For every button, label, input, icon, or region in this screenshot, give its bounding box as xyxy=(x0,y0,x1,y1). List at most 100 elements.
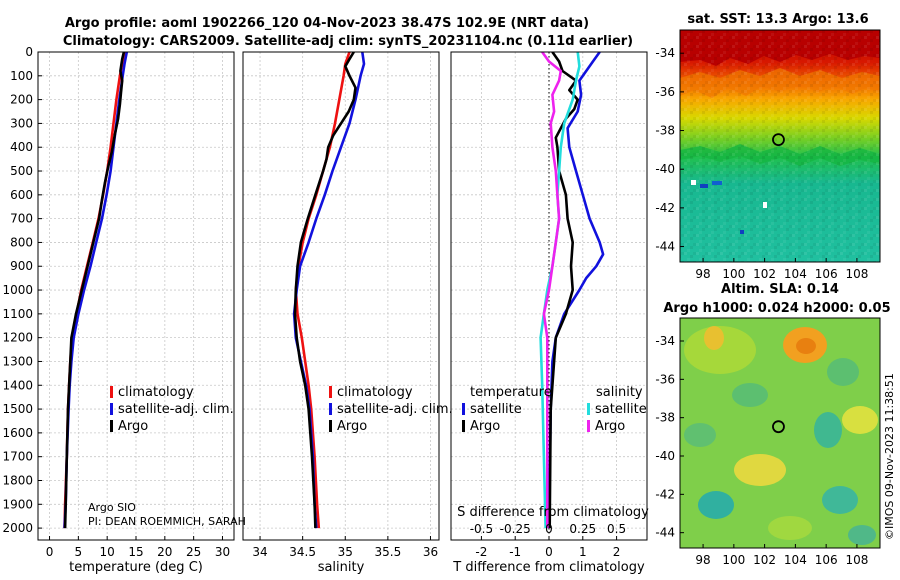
difference-legend: temperature salinity satellite Argo sate… xyxy=(462,385,647,434)
legend-swatch-s-satellite xyxy=(587,403,590,415)
y-tick-label: 400 xyxy=(10,140,33,154)
sla-low-eddy xyxy=(814,412,842,448)
y-tick-label: 300 xyxy=(10,116,33,130)
map-x-tick-label: 98 xyxy=(695,553,710,567)
legend-label-climatology: climatology xyxy=(337,385,413,400)
sla-low-eddy xyxy=(698,491,734,519)
series-line-argo xyxy=(63,52,126,529)
x-tick-label: 0 xyxy=(46,545,54,559)
sla-high-eddy-core xyxy=(796,338,816,354)
map-x-tick-label: 106 xyxy=(815,553,838,567)
y-tick-label: 1700 xyxy=(2,450,33,464)
x-tick-label: 10 xyxy=(100,545,115,559)
x-tick-label: 20 xyxy=(157,545,172,559)
map-y-tick-label: -42 xyxy=(655,201,675,215)
map-y-tick-label: -40 xyxy=(655,449,675,463)
salinity-panel-grid xyxy=(243,51,439,540)
sla-map-subtitle: Argo h1000: 0.024 h2000: 0.05 xyxy=(663,301,890,316)
x-tick-label: 35 xyxy=(338,545,353,559)
legend-label-t-argo: Argo xyxy=(470,419,500,434)
legend-swatch-s-argo xyxy=(587,420,590,432)
s-diff-tick-label: -0.25 xyxy=(500,522,531,536)
series-line-argo xyxy=(293,52,357,529)
legend-swatch-argo xyxy=(110,420,113,432)
s-difference-label: S difference from climatology xyxy=(457,505,649,520)
map-y-tick-label: -36 xyxy=(655,85,675,99)
argo-location-markers xyxy=(772,133,785,434)
sst-cold-pixel xyxy=(712,181,722,185)
temperature-legend: climatology satellite-adj. clim. Argo xyxy=(110,385,234,434)
map-x-tick-label: 108 xyxy=(845,553,868,567)
sst-missing-pixel xyxy=(691,180,696,185)
y-tick-label: 100 xyxy=(10,69,33,83)
s-diff-tick-label: -0.5 xyxy=(470,522,493,536)
sla-map-frame xyxy=(679,317,881,549)
y-tick-label: 0 xyxy=(25,45,33,59)
y-tick-label: 1600 xyxy=(2,426,33,440)
map-x-tick-label: 102 xyxy=(753,553,776,567)
t-difference-x-label: T difference from climatology xyxy=(452,560,645,575)
salinity-panel-frame xyxy=(242,51,440,541)
temperature-x-label: temperature (deg C) xyxy=(69,560,203,575)
sst-map-ticks: 98 100 102 104 106 108 -34 -36 -38 -40 -42 -44 xyxy=(655,46,868,281)
map-x-tick-label: 104 xyxy=(784,267,807,281)
sla-low-eddy xyxy=(848,525,876,545)
map-x-tick-label: 98 xyxy=(695,267,710,281)
map-y-tick-label: -36 xyxy=(655,372,675,386)
series-line-argo-temperature- xyxy=(548,52,580,529)
sla-low-eddy xyxy=(732,383,768,407)
x-tick-label: 1 xyxy=(579,545,587,559)
map-x-tick-label: 102 xyxy=(753,267,776,281)
series-line-argo-salinity- xyxy=(541,52,563,529)
legend-swatch-satellite xyxy=(329,403,332,415)
x-tick-label: 34.5 xyxy=(289,545,316,559)
legend-label-argo: Argo xyxy=(118,419,148,434)
legend-label-argo: Argo xyxy=(337,419,367,434)
legend-swatch-argo xyxy=(329,420,332,432)
sla-patch xyxy=(684,326,756,374)
y-tick-label: 1200 xyxy=(2,331,33,345)
sst-cold-pixel xyxy=(700,184,708,188)
map-y-tick-label: -42 xyxy=(655,487,675,501)
x-tick-label: -1 xyxy=(509,545,521,559)
sla-patch xyxy=(768,516,812,540)
sla-low-eddy xyxy=(822,486,858,514)
map-y-tick-label: -44 xyxy=(655,526,675,540)
sla-high-eddy xyxy=(704,326,724,350)
x-tick-label: 15 xyxy=(128,545,143,559)
legend-swatch-climatology xyxy=(329,386,332,398)
salinity-x-label: salinity xyxy=(318,560,365,575)
depth-tick-labels: 0 100 200 300 400 500 600 700 800 900 1000 1100 1200… xyxy=(2,45,42,535)
sst-missing-pixel xyxy=(763,202,767,208)
y-tick-label: 700 xyxy=(10,212,33,226)
x-tick-label: 36 xyxy=(423,545,438,559)
map-x-tick-label: 108 xyxy=(845,267,868,281)
x-tick-label: 30 xyxy=(215,545,230,559)
figure-title-line1: Argo profile: aoml 1902266_120 04-Nov-20… xyxy=(65,16,589,31)
map-x-tick-label: 100 xyxy=(722,553,745,567)
difference-x-ticks: -2 -1 0 1 2 xyxy=(475,536,620,559)
y-tick-label: 500 xyxy=(10,164,33,178)
salinity-legend: climatology satellite-adj. clim. Argo xyxy=(329,385,453,434)
sla-high-eddy xyxy=(734,454,786,486)
salinity-x-ticks: 34 34.5 35 35.5 36 xyxy=(252,536,438,559)
y-tick-label: 200 xyxy=(10,93,33,107)
legend-swatch-t-satellite xyxy=(462,403,465,415)
x-tick-label: -2 xyxy=(475,545,487,559)
map-y-tick-label: -38 xyxy=(655,124,675,138)
y-tick-label: 1100 xyxy=(2,307,33,321)
y-tick-label: 1400 xyxy=(2,378,33,392)
temperature-x-ticks: 0 5 10 15 20 25 30 xyxy=(46,536,230,559)
map-y-tick-label: -44 xyxy=(655,240,675,254)
map-y-tick-label: -34 xyxy=(655,46,675,60)
pi-name-label: PI: DEAN ROEMMICH, SARAH xyxy=(88,515,246,528)
s-diff-tick-label: 0.25 xyxy=(569,522,596,536)
figure-title-line2: Climatology: CARS2009. Satellite-adj cli… xyxy=(63,34,633,49)
y-tick-label: 1500 xyxy=(2,402,33,416)
s-diff-tick-label: 0 xyxy=(545,522,553,536)
sla-high-eddy xyxy=(842,406,878,434)
y-tick-label: 1800 xyxy=(2,473,33,487)
imos-watermark: ©IMOS 09-Nov-2023 11:38:51 xyxy=(883,373,896,540)
salinity-panel-series xyxy=(292,52,366,529)
